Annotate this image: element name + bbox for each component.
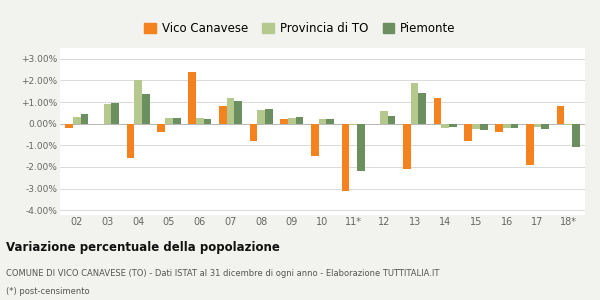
Text: (*) post-censimento: (*) post-censimento (6, 287, 89, 296)
Bar (311, 124, 319, 156)
Bar (127, 124, 134, 158)
Bar (449, 124, 457, 127)
Bar (526, 124, 533, 165)
Bar (112, 103, 119, 124)
Bar (434, 98, 442, 124)
Bar (418, 93, 426, 124)
Text: COMUNE DI VICO CANAVESE (TO) - Dati ISTAT al 31 dicembre di ogni anno - Elaboraz: COMUNE DI VICO CANAVESE (TO) - Dati ISTA… (6, 268, 439, 278)
Bar (464, 124, 472, 141)
Bar (472, 124, 480, 129)
Bar (250, 124, 257, 141)
Bar (257, 110, 265, 124)
Bar (533, 124, 541, 127)
Bar (388, 116, 395, 124)
Bar (511, 124, 518, 128)
Bar (157, 124, 165, 132)
Legend: Vico Canavese, Provincia di TO, Piemonte: Vico Canavese, Provincia di TO, Piemonte (144, 22, 456, 35)
Bar (357, 124, 365, 171)
Bar (480, 124, 488, 130)
Bar (265, 109, 272, 124)
Bar (203, 119, 211, 124)
Bar (196, 118, 203, 124)
Bar (227, 98, 234, 124)
Bar (142, 94, 150, 124)
Bar (134, 80, 142, 124)
Bar (81, 114, 88, 124)
Bar (495, 124, 503, 132)
Bar (349, 124, 357, 125)
Bar (104, 104, 112, 124)
Bar (173, 118, 181, 124)
Bar (188, 72, 196, 124)
Bar (564, 124, 572, 125)
Bar (280, 119, 288, 124)
Bar (296, 117, 304, 124)
Bar (234, 101, 242, 124)
Bar (541, 124, 549, 129)
Bar (572, 124, 580, 148)
Bar (65, 124, 73, 128)
Bar (288, 118, 296, 124)
Bar (557, 106, 564, 124)
Bar (73, 117, 81, 124)
Bar (503, 124, 511, 128)
Bar (380, 111, 388, 124)
Bar (411, 82, 418, 124)
Bar (326, 119, 334, 124)
Bar (319, 119, 326, 124)
Bar (403, 124, 411, 169)
Bar (442, 124, 449, 128)
Bar (341, 124, 349, 191)
Bar (165, 118, 173, 124)
Bar (219, 106, 227, 124)
Text: Variazione percentuale della popolazione: Variazione percentuale della popolazione (6, 242, 280, 254)
